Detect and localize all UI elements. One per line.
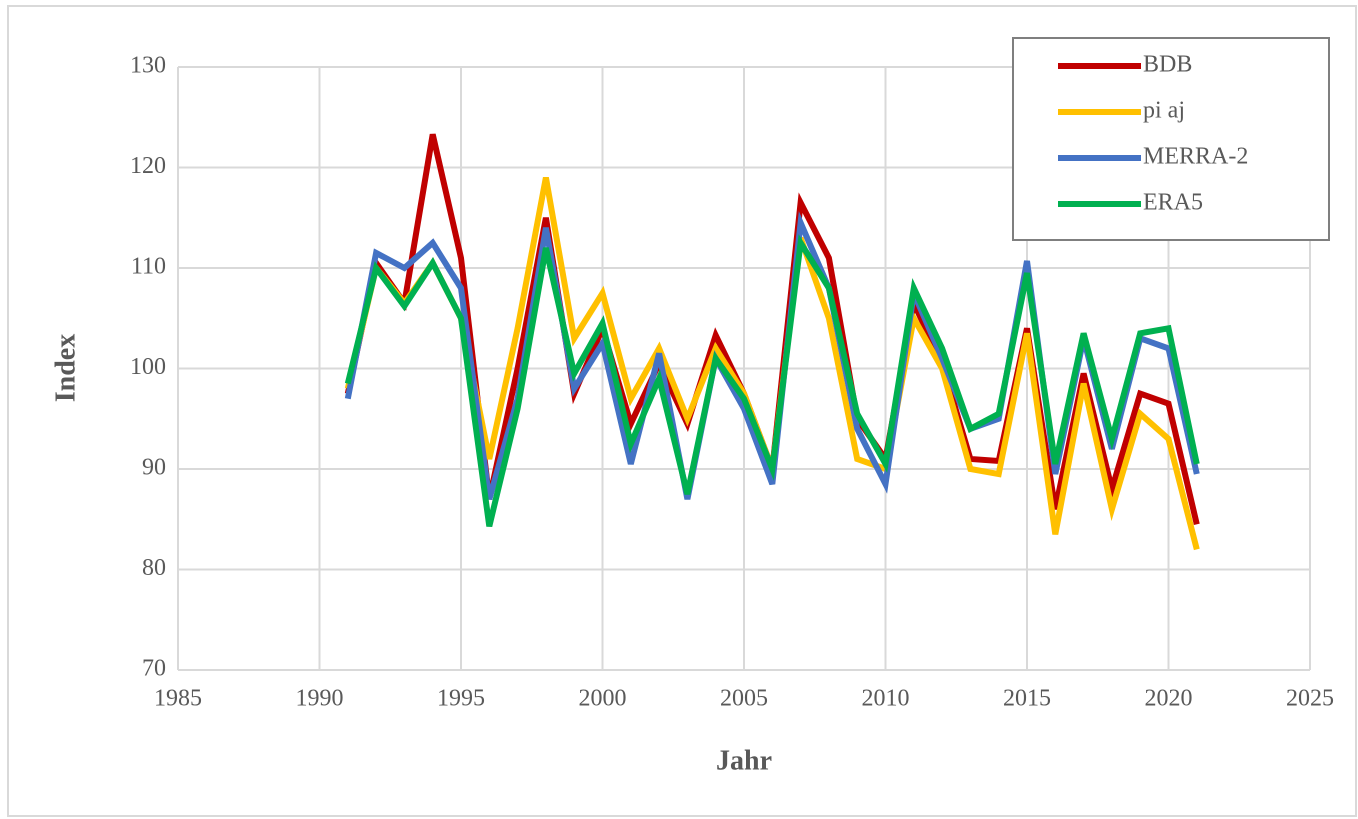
data-line [344, 211, 1200, 500]
y-tick-label: 130 [130, 53, 166, 79]
legend-label: MERRA-2 [1143, 144, 1248, 170]
x-tick-label: 1995 [437, 686, 485, 712]
y-tick-label: 100 [130, 354, 166, 380]
x-tick-label: 2025 [1286, 686, 1334, 712]
y-axis-title: Index [50, 334, 81, 402]
x-tick-label: 2000 [579, 686, 627, 712]
x-tick-label: 2010 [862, 686, 910, 712]
legend-label: BDB [1143, 52, 1192, 78]
legend-label: pi aj [1143, 98, 1185, 124]
x-tick-label: 2020 [1145, 686, 1193, 712]
x-tick-label: 2015 [1003, 686, 1051, 712]
data-line [344, 234, 1200, 527]
y-tick-label: 110 [131, 254, 166, 280]
x-axis-title: Jahr [716, 745, 772, 776]
x-tick-label: 1985 [154, 686, 202, 712]
y-tick-label: 90 [142, 455, 166, 481]
y-tick-label: 70 [142, 656, 166, 682]
x-tick-label: 1990 [296, 686, 344, 712]
legend-label: ERA5 [1143, 190, 1203, 216]
y-tick-label: 120 [130, 153, 166, 179]
y-tick-label: 80 [142, 555, 166, 581]
x-tick-label: 2005 [720, 686, 768, 712]
